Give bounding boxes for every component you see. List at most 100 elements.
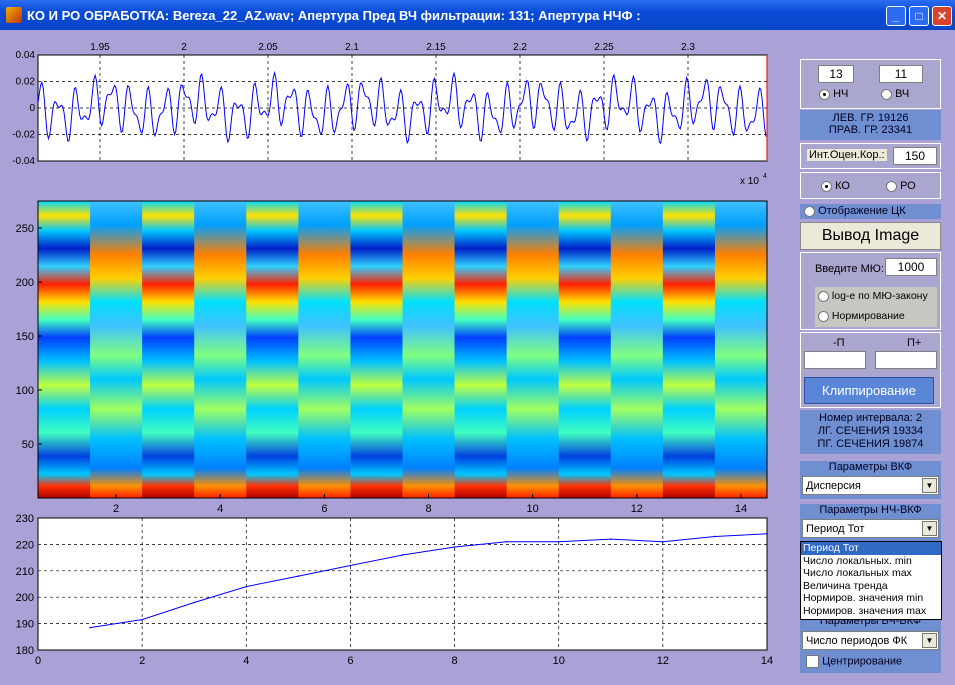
spectrogram-column: [142, 201, 195, 498]
x-tick-label: 10: [553, 655, 565, 667]
y-tick-label: 200: [16, 277, 34, 289]
radio-icon: [804, 205, 815, 217]
dropdown-option[interactable]: Нормиров. значения max: [803, 604, 927, 617]
centering-checkbox[interactable]: Центрирование: [806, 655, 902, 668]
norm-radio[interactable]: Нормирование: [818, 310, 905, 322]
mu-panel: Введите МЮ: 1000 log-е по МЮ-закону Норм…: [800, 252, 941, 330]
spectrogram-column: [714, 201, 768, 498]
y-tick-label: 0.02: [16, 77, 36, 88]
data-point: [401, 554, 404, 556]
y-tick-label: 0: [29, 103, 35, 114]
hfvkf-select[interactable]: Число периодов ФК ▼: [802, 631, 939, 650]
data-point: [609, 538, 612, 540]
lf-aperture-input[interactable]: 13: [818, 65, 854, 83]
x-tick-label: 2: [181, 42, 187, 53]
mu-label: Введите МЮ:: [815, 263, 884, 275]
spectrogram-column: [610, 201, 664, 498]
exponent-power: 4: [763, 173, 767, 180]
window-title: КО И РО ОБРАБОТКА: Bereza_22_AZ.wav; Апе…: [27, 8, 641, 23]
x-tick-label: 4: [217, 503, 223, 515]
x-tick-label: 0: [35, 655, 41, 667]
spectrogram-column: [194, 201, 247, 498]
maximize-button[interactable]: □: [909, 6, 929, 26]
ro-radio-label: РО: [900, 180, 916, 192]
hf-radio-label: ВЧ: [895, 88, 910, 100]
spectrogram-column: [350, 201, 404, 498]
x-tick-label: 10: [527, 503, 539, 515]
spectrogram-axes: [37, 200, 768, 499]
checkbox-icon: [806, 655, 819, 668]
radio-icon: [881, 88, 892, 100]
x-tick-label: 2: [113, 503, 119, 515]
data-point: [766, 533, 768, 535]
x-tick-label: 6: [347, 655, 353, 667]
data-point: [505, 540, 508, 543]
dropdown-option[interactable]: Число локальных max: [803, 567, 912, 579]
vkf-panel: Параметры ВКФ Дисперсия ▼: [800, 461, 941, 499]
dropdown-arrow-icon: ▼: [922, 633, 937, 648]
p-plus-label: П+: [907, 337, 922, 349]
radio-icon: [818, 290, 829, 302]
spectrogram-column: [246, 201, 299, 498]
p-minus-input[interactable]: [804, 351, 866, 369]
p-plus-input[interactable]: [875, 351, 937, 369]
data-point: [297, 575, 300, 577]
hf-aperture-input[interactable]: 11: [879, 65, 923, 83]
y-tick-label: 250: [16, 223, 34, 235]
log-radio[interactable]: log-е по МЮ-закону: [818, 290, 928, 302]
ko-ro-panel: КО РО: [800, 172, 941, 199]
y-tick-label: 100: [16, 385, 34, 397]
output-image-button[interactable]: Вывод Image: [800, 222, 941, 250]
lfvkf-panel: Параметры НЧ-ВКФ Период Тот ▼: [800, 504, 941, 542]
trend-line-chart: 0 2 4 6 8 10 12 14 230 220 210 200 190 180: [16, 513, 773, 667]
tsk-display-radio[interactable]: Отображение ЦК: [800, 204, 941, 219]
lfvkf-params-label: Параметры НЧ-ВКФ: [819, 504, 922, 516]
trend-series-line: [90, 533, 768, 629]
dropdown-option[interactable]: Период Тот: [801, 542, 941, 555]
title-bar: КО И РО ОБРАБОТКА: Bereza_22_AZ.wav; Апе…: [0, 0, 955, 30]
minimize-button[interactable]: _: [886, 6, 906, 26]
radio-selected-icon: [821, 180, 832, 192]
data-point: [193, 601, 196, 604]
data-point: [662, 540, 664, 543]
lfvkf-select[interactable]: Период Тот ▼: [802, 519, 939, 538]
spectrogram-column: [558, 201, 612, 498]
y-tick-label: 180: [16, 645, 34, 657]
x-tick-label: 4: [243, 655, 249, 667]
clipping-panel: -П П+ Клиппирование: [800, 332, 941, 408]
log-radio-label: log-е по МЮ-закону: [831, 290, 928, 302]
dropdown-option[interactable]: Нормиров. значения min: [803, 592, 924, 604]
data-point: [141, 618, 143, 621]
data-point: [453, 546, 456, 548]
x-tick-label: 1.95: [90, 42, 110, 53]
close-button[interactable]: ✕: [932, 6, 952, 26]
hf-radio[interactable]: ВЧ: [881, 88, 909, 100]
data-point: [557, 540, 560, 543]
data-point: [714, 535, 716, 538]
clipping-button[interactable]: Клиппирование: [804, 377, 934, 404]
mu-input[interactable]: 1000: [885, 258, 937, 276]
corr-interval-label: Инт.Оцен.Кор.:: [807, 149, 887, 161]
top-signal-plot: 1.95 2 2.05 2.1 2.15 2.2 2.25 2.3 0.04 0.02 0 -0.02…: [12, 42, 768, 187]
ro-radio[interactable]: РО: [886, 180, 916, 192]
x-tick-label: 6: [321, 503, 327, 515]
x-tick-label: 12: [657, 655, 669, 667]
y-tick-label: 150: [16, 331, 34, 343]
vkf-select[interactable]: Дисперсия ▼: [802, 476, 939, 495]
y-tick-label: -0.04: [12, 156, 35, 167]
lf-radio[interactable]: НЧ: [819, 88, 848, 100]
x-tick-label: 2.1: [345, 42, 359, 53]
x-tick-label: 14: [735, 503, 747, 515]
dropdown-option[interactable]: Число локальных. min: [803, 554, 912, 567]
interval-number: Номер интервала: 2: [819, 412, 922, 424]
y-tick-label: 210: [16, 566, 34, 578]
radio-icon: [818, 310, 829, 322]
corr-interval-input[interactable]: 150: [893, 147, 937, 165]
ko-radio[interactable]: КО: [821, 180, 850, 192]
interval-info: Номер интервала: 2 ЛГ. СЕЧЕНИЯ 19334 ПГ.…: [800, 410, 941, 454]
x-tick-label: 12: [631, 503, 643, 515]
borders-info: ЛЕВ. ГР. 19126 ПРАВ. ГР. 23341: [800, 110, 941, 140]
x-tick-label: 8: [425, 503, 431, 515]
dropdown-option[interactable]: Величина тренда: [803, 579, 888, 592]
left-border-text: ЛЕВ. ГР. 19126: [832, 112, 909, 124]
